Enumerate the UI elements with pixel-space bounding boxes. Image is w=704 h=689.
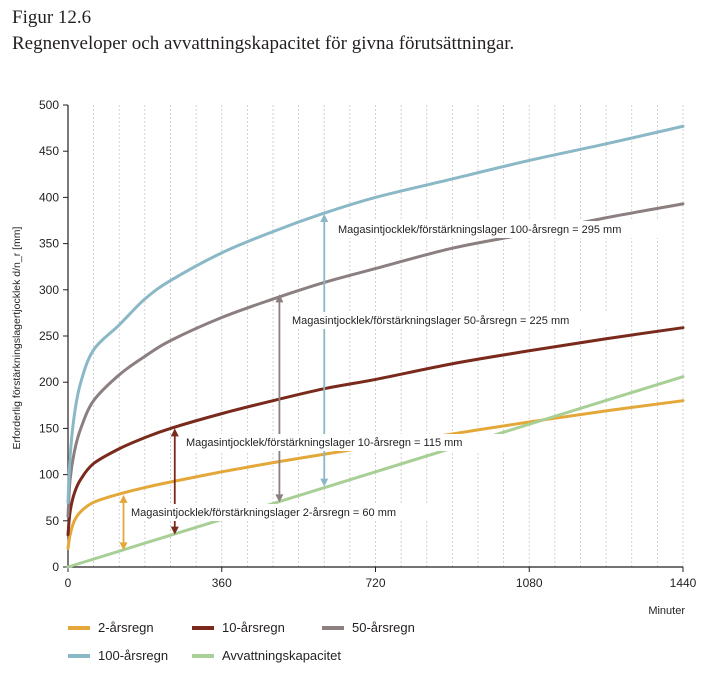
annotation-label: Magasintjocklek/förstärkningslager 50-år…	[292, 315, 569, 327]
annotation-arrowhead	[320, 478, 329, 487]
annotation-label-bg	[334, 221, 667, 238]
y-axis-label: Erforderlig förstärkningslagertjocklek d…	[11, 226, 23, 449]
legend-item-10-arsregn: 10-årsregn	[192, 620, 285, 635]
legend-swatch	[68, 653, 90, 658]
y-tick-label: 300	[39, 283, 59, 297]
annotation-arrowhead	[170, 526, 179, 535]
series-line-2-rsregn	[66, 399, 685, 551]
annotation-label: Magasintjocklek/förstärkningslager 2-års…	[131, 507, 396, 519]
annotations: Magasintjocklek/förstärkningslager 100-å…	[119, 214, 667, 551]
x-tick-label: 0	[65, 576, 72, 590]
series-line-avvattningskapacitet	[66, 375, 685, 569]
x-tick-label: 720	[365, 576, 385, 590]
legend: 2-årsregn 10-årsregn 50-årsregn 100-årsr…	[68, 620, 668, 680]
annotation-label: Magasintjocklek/förstärkningslager 10-år…	[186, 437, 462, 449]
y-tick-label: 0	[52, 560, 59, 574]
annotation-arrowhead	[119, 542, 128, 551]
x-tick-label: 1440	[670, 576, 697, 590]
legend-swatch	[322, 625, 344, 630]
y-tick-label: 150	[39, 421, 59, 435]
legend-label: Avvattningskapacitet	[222, 648, 341, 663]
legend-item-100-arsregn: 100-årsregn	[68, 648, 168, 663]
legend-item-avvattningskapacitet: Avvattningskapacitet	[192, 648, 341, 663]
annotation-arrowhead	[320, 214, 329, 223]
series-line-10-rsregn	[66, 326, 685, 537]
legend-item-50-arsregn: 50-årsregn	[322, 620, 415, 635]
chart-title: Regnenveloper och avvattningskapacitet f…	[12, 33, 515, 54]
y-tick-label: 100	[39, 468, 59, 482]
legend-label: 50-årsregn	[352, 620, 415, 635]
legend-swatch	[68, 625, 90, 630]
annotation-label-bg	[127, 504, 442, 521]
series-line-100-rsregn	[66, 124, 685, 504]
annotation-arrowhead	[275, 294, 284, 303]
annotation-label-bg	[182, 434, 509, 451]
legend-item-2-arsregn: 2-årsregn	[68, 620, 154, 635]
annotation-arrowhead	[119, 494, 128, 503]
y-tick-label: 350	[39, 237, 59, 251]
y-tick-label: 450	[39, 144, 59, 158]
annotation-arrowhead	[275, 494, 284, 503]
figure-label: Figur 12.6	[12, 7, 92, 28]
grid	[93, 105, 684, 567]
legend-swatch	[192, 653, 214, 658]
chart-canvas: 0 50 100 150 200 250 300 350 400 450 500 0 360 720 108…	[11, 98, 697, 617]
y-tick-label: 250	[39, 329, 59, 343]
y-tick-label: 400	[39, 190, 59, 204]
legend-swatch	[192, 625, 214, 630]
x-tick-label: 360	[212, 576, 232, 590]
x-tick-label: 1080	[516, 576, 543, 590]
legend-label: 100-årsregn	[98, 648, 169, 663]
legend-label: 2-årsregn	[98, 620, 154, 635]
x-axis-label: Minuter	[648, 605, 685, 617]
y-tick-label: 50	[46, 514, 60, 528]
annotation-label: Magasintjocklek/förstärkningslager 100-å…	[338, 224, 621, 236]
annotation-label-bg	[288, 312, 615, 329]
legend-label: 10-årsregn	[222, 620, 285, 635]
y-tick-label: 200	[39, 375, 59, 389]
y-tick-label: 500	[39, 98, 59, 112]
annotation-arrowhead	[170, 428, 179, 437]
